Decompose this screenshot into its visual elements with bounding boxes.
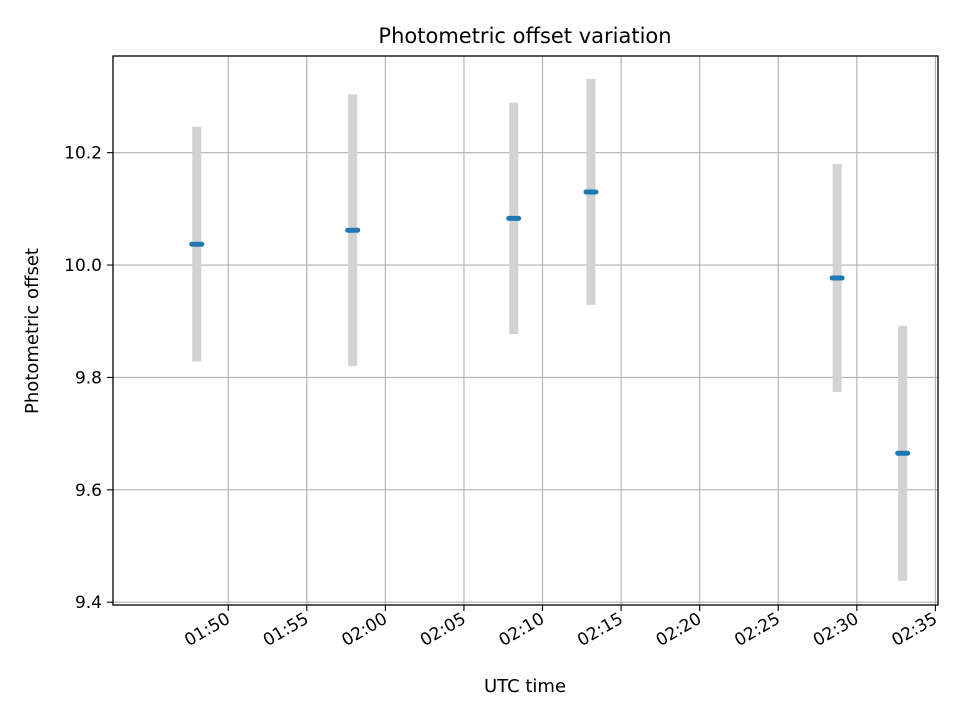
chart-title: Photometric offset variation <box>378 24 671 48</box>
x-tick-label: 02:05 <box>417 609 469 651</box>
y-tick-label: 9.6 <box>75 481 102 501</box>
error-bars <box>192 79 908 581</box>
x-tick-label: 02:00 <box>338 609 390 651</box>
x-tick-label: 02:35 <box>888 609 940 651</box>
y-tick-label: 10.0 <box>64 256 102 276</box>
x-tick-label: 02:25 <box>731 609 783 651</box>
x-tick-label: 02:10 <box>496 609 548 651</box>
x-tick-label: 02:20 <box>653 609 705 651</box>
x-tick-label: 02:15 <box>574 609 626 651</box>
grid-lines <box>113 56 938 605</box>
x-tick-label: 01:55 <box>260 609 312 651</box>
plot-frame <box>112 55 939 606</box>
y-tick-label: 9.4 <box>75 593 102 613</box>
x-tick-label: 02:30 <box>810 609 862 651</box>
y-axis-title: Photometric offset <box>22 248 43 414</box>
y-tick-label: 9.8 <box>75 368 102 388</box>
data-points <box>189 189 911 456</box>
x-tick-label: 01:50 <box>181 609 233 651</box>
x-axis-title: UTC time <box>484 676 566 697</box>
y-tick-label: 10.2 <box>64 144 102 164</box>
